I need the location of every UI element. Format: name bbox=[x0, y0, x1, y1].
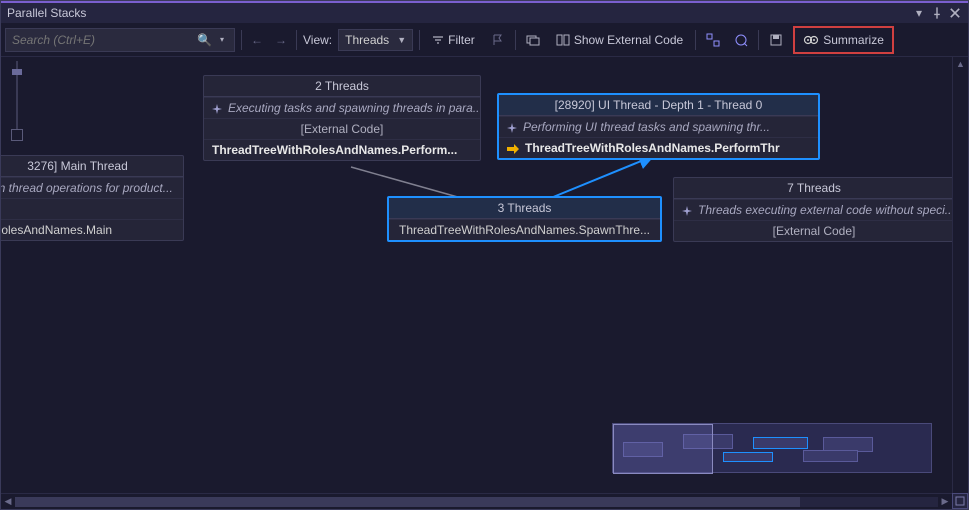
node-row[interactable]: Threads executing external code without … bbox=[674, 199, 952, 220]
search-dropdown-icon[interactable]: ▾ bbox=[216, 35, 228, 44]
scroll-up-icon[interactable]: ▲ bbox=[953, 57, 968, 69]
zoom-handle[interactable] bbox=[12, 69, 22, 75]
node-header: [28920] UI Thread - Depth 1 - Thread 0 bbox=[499, 95, 818, 116]
canvas[interactable]: 3276] Main Thread in thread operations f… bbox=[1, 57, 952, 493]
view-value: Threads bbox=[345, 33, 389, 47]
node-seven-threads[interactable]: 7 Threads Threads executing external cod… bbox=[673, 177, 952, 242]
node-header: 3276] Main Thread bbox=[1, 156, 183, 177]
node-row[interactable]: ithRolesAndNames.Main bbox=[1, 219, 183, 240]
sparkle-icon bbox=[682, 205, 692, 215]
node-row[interactable]: ThreadTreeWithRolesAndNames.Perform... bbox=[204, 139, 480, 160]
zoom-fit-icon[interactable] bbox=[11, 129, 23, 141]
frames-icon[interactable] bbox=[522, 29, 544, 51]
show-external-button[interactable]: Show External Code bbox=[550, 29, 689, 51]
layout-icon-2[interactable] bbox=[730, 29, 752, 51]
view-label: View: bbox=[303, 33, 332, 47]
summarize-highlight: Summarize bbox=[793, 26, 894, 54]
minimap[interactable] bbox=[612, 423, 932, 473]
minimap-viewport[interactable] bbox=[613, 424, 713, 474]
toolbar: 🔍 ▾ ← → View: Threads ▼ Filter Show Exte… bbox=[1, 23, 968, 57]
filter-button[interactable]: Filter bbox=[426, 29, 481, 51]
summarize-button[interactable]: Summarize bbox=[797, 29, 890, 51]
scrollbar-vertical[interactable]: ▲ bbox=[952, 57, 968, 493]
pin-icon[interactable] bbox=[930, 6, 944, 20]
scroll-right-icon[interactable]: ▶ bbox=[938, 496, 952, 507]
search-icon[interactable]: 🔍 bbox=[193, 33, 216, 47]
node-row[interactable]: in thread operations for product... bbox=[1, 177, 183, 198]
sparkle-icon bbox=[507, 122, 517, 132]
node-row[interactable]: [External Code] bbox=[674, 220, 952, 241]
node-three-threads[interactable]: 3 Threads ThreadTreeWithRolesAndNames.Sp… bbox=[387, 196, 662, 242]
node-header: 2 Threads bbox=[204, 76, 480, 97]
window-options-icon[interactable]: ▾ bbox=[912, 6, 926, 20]
save-icon[interactable] bbox=[765, 29, 787, 51]
node-row[interactable]: e] bbox=[1, 198, 183, 219]
current-frame-arrow-icon bbox=[507, 143, 519, 153]
node-ui-thread[interactable]: [28920] UI Thread - Depth 1 - Thread 0 P… bbox=[497, 93, 820, 160]
search-input[interactable] bbox=[12, 33, 193, 47]
scrollbar-horizontal[interactable]: ◀ ▶ bbox=[1, 493, 952, 509]
node-main-thread[interactable]: 3276] Main Thread in thread operations f… bbox=[1, 155, 184, 241]
filter-icon bbox=[432, 34, 444, 46]
flag-icon[interactable] bbox=[487, 29, 509, 51]
scroll-thumb[interactable] bbox=[15, 497, 800, 507]
node-row[interactable]: [External Code] bbox=[204, 118, 480, 139]
sparkle-icon bbox=[212, 103, 222, 113]
external-code-icon bbox=[556, 34, 570, 46]
node-two-threads[interactable]: 2 Threads Executing tasks and spawning t… bbox=[203, 75, 481, 161]
nav-back-icon[interactable]: ← bbox=[248, 31, 266, 49]
node-row[interactable]: ThreadTreeWithRolesAndNames.SpawnThre... bbox=[389, 219, 660, 240]
view-dropdown[interactable]: Threads ▼ bbox=[338, 29, 413, 51]
chevron-down-icon: ▼ bbox=[397, 35, 406, 45]
search-box[interactable]: 🔍 ▾ bbox=[5, 28, 235, 52]
node-header: 3 Threads bbox=[389, 198, 660, 219]
node-row[interactable]: Executing tasks and spawning threads in … bbox=[204, 97, 480, 118]
resize-corner-icon[interactable] bbox=[952, 493, 968, 509]
window-title: Parallel Stacks bbox=[7, 6, 86, 20]
node-row[interactable]: ThreadTreeWithRolesAndNames.PerformThr bbox=[499, 137, 818, 158]
scroll-left-icon[interactable]: ◀ bbox=[1, 496, 15, 507]
close-icon[interactable] bbox=[948, 6, 962, 20]
node-header: 7 Threads bbox=[674, 178, 952, 199]
node-row[interactable]: Performing UI thread tasks and spawning … bbox=[499, 116, 818, 137]
copilot-icon bbox=[803, 33, 819, 47]
layout-icon-1[interactable] bbox=[702, 29, 724, 51]
title-bar: Parallel Stacks ▾ bbox=[1, 1, 968, 23]
nav-forward-icon[interactable]: → bbox=[272, 31, 290, 49]
zoom-slider[interactable] bbox=[9, 61, 25, 141]
